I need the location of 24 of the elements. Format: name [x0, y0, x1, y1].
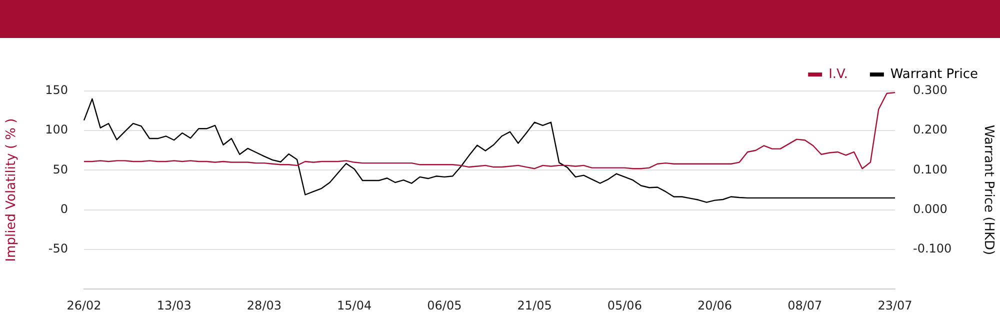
x-tick-label: 20/06	[697, 298, 732, 312]
y-tick-label: 150	[45, 83, 68, 98]
x-tick-label: 15/04	[337, 298, 372, 312]
x-tick-label: 21/05	[517, 298, 552, 312]
y2-tick-label: -0.100	[913, 242, 952, 256]
y2-axis-title: Warrant Price (HKD)	[980, 124, 996, 256]
y2-tick-label: 0.000	[913, 202, 948, 216]
y-tick-label: 100	[45, 122, 68, 137]
x-tick-label: 26/02	[66, 298, 102, 312]
y-tick-label: -50	[48, 242, 68, 256]
x-tick-label: 05/06	[607, 298, 642, 312]
y2-tick-label: 0.100	[913, 162, 948, 176]
y-tick-label: 0	[60, 202, 68, 216]
x-tick-label: 08/07	[788, 298, 822, 312]
x-tick-label: 06/05	[427, 298, 462, 312]
x-tick-label: 13/03	[156, 298, 192, 312]
y2-tick-label: 0.200	[913, 122, 948, 137]
legend-label: Warrant Price	[890, 66, 978, 82]
legend-label: I.V.	[828, 66, 848, 82]
x-tick-label: 23/07	[878, 298, 912, 312]
x-tick-label: 28/03	[246, 298, 282, 312]
y-axis-title: Implied Volatility ( % )	[4, 118, 20, 262]
y2-tick-label: 0.300	[913, 83, 948, 98]
y-tick-label: 50	[52, 162, 68, 176]
